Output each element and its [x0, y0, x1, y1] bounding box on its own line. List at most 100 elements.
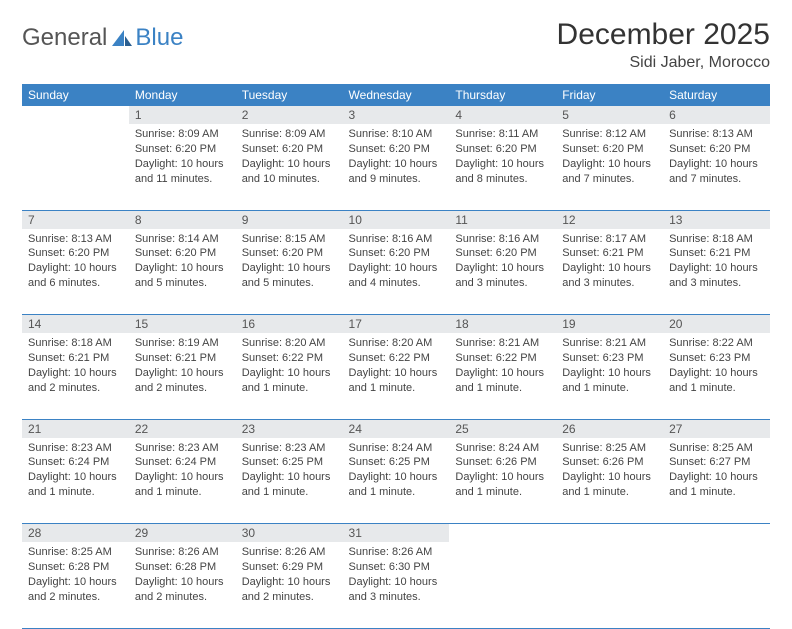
weekday-header: Wednesday [343, 84, 450, 106]
day-details: Sunrise: 8:12 AMSunset: 6:20 PMDaylight:… [556, 124, 663, 190]
day-details: Sunrise: 8:20 AMSunset: 6:22 PMDaylight:… [236, 333, 343, 399]
day-number: 13 [663, 211, 770, 229]
day-number: 14 [22, 315, 129, 333]
day-number: 5 [556, 106, 663, 124]
day-number [449, 524, 556, 528]
calendar-cell: Sunrise: 8:25 AMSunset: 6:28 PMDaylight:… [22, 542, 129, 628]
day-number: 19 [556, 315, 663, 333]
day-number: 2 [236, 106, 343, 124]
calendar-cell: Sunrise: 8:09 AMSunset: 6:20 PMDaylight:… [236, 124, 343, 210]
day-details: Sunrise: 8:16 AMSunset: 6:20 PMDaylight:… [449, 229, 556, 295]
day-details: Sunrise: 8:26 AMSunset: 6:28 PMDaylight:… [129, 542, 236, 608]
calendar-cell: Sunrise: 8:12 AMSunset: 6:20 PMDaylight:… [556, 124, 663, 210]
day-details: Sunrise: 8:11 AMSunset: 6:20 PMDaylight:… [449, 124, 556, 190]
calendar-cell: Sunrise: 8:10 AMSunset: 6:20 PMDaylight:… [343, 124, 450, 210]
day-number: 25 [449, 420, 556, 438]
day-number: 27 [663, 420, 770, 438]
header: General Blue December 2025 Sidi Jaber, M… [22, 18, 770, 72]
day-details: Sunrise: 8:23 AMSunset: 6:24 PMDaylight:… [129, 438, 236, 504]
weekday-header: Monday [129, 84, 236, 106]
calendar-cell [22, 124, 129, 210]
weekday-header: Sunday [22, 84, 129, 106]
calendar-cell: Sunrise: 8:16 AMSunset: 6:20 PMDaylight:… [449, 229, 556, 315]
daynum-row: 14151617181920 [22, 315, 770, 334]
day-number: 26 [556, 420, 663, 438]
day-number: 3 [343, 106, 450, 124]
calendar-cell: Sunrise: 8:20 AMSunset: 6:22 PMDaylight:… [236, 333, 343, 419]
day-number: 12 [556, 211, 663, 229]
day-number [556, 524, 663, 528]
day-details: Sunrise: 8:23 AMSunset: 6:24 PMDaylight:… [22, 438, 129, 504]
calendar-cell: Sunrise: 8:26 AMSunset: 6:28 PMDaylight:… [129, 542, 236, 628]
weekday-header: Tuesday [236, 84, 343, 106]
day-number: 10 [343, 211, 450, 229]
calendar-cell: Sunrise: 8:23 AMSunset: 6:24 PMDaylight:… [22, 438, 129, 524]
daynum-row: 28293031 [22, 524, 770, 543]
day-details: Sunrise: 8:23 AMSunset: 6:25 PMDaylight:… [236, 438, 343, 504]
calendar-cell [556, 542, 663, 628]
calendar-cell: Sunrise: 8:26 AMSunset: 6:29 PMDaylight:… [236, 542, 343, 628]
calendar-cell: Sunrise: 8:18 AMSunset: 6:21 PMDaylight:… [663, 229, 770, 315]
day-details: Sunrise: 8:18 AMSunset: 6:21 PMDaylight:… [663, 229, 770, 295]
calendar-cell: Sunrise: 8:13 AMSunset: 6:20 PMDaylight:… [663, 124, 770, 210]
calendar-cell: Sunrise: 8:13 AMSunset: 6:20 PMDaylight:… [22, 229, 129, 315]
day-details: Sunrise: 8:25 AMSunset: 6:27 PMDaylight:… [663, 438, 770, 504]
day-details: Sunrise: 8:21 AMSunset: 6:22 PMDaylight:… [449, 333, 556, 399]
calendar-cell: Sunrise: 8:25 AMSunset: 6:27 PMDaylight:… [663, 438, 770, 524]
day-details: Sunrise: 8:24 AMSunset: 6:26 PMDaylight:… [449, 438, 556, 504]
calendar-week-row: Sunrise: 8:09 AMSunset: 6:20 PMDaylight:… [22, 124, 770, 210]
day-number: 16 [236, 315, 343, 333]
day-number: 29 [129, 524, 236, 542]
weekday-header: Thursday [449, 84, 556, 106]
brand-word1: General [22, 24, 107, 52]
day-number [22, 106, 129, 110]
brand-logo: General Blue [22, 18, 183, 52]
calendar-week-row: Sunrise: 8:18 AMSunset: 6:21 PMDaylight:… [22, 333, 770, 419]
calendar-cell: Sunrise: 8:26 AMSunset: 6:30 PMDaylight:… [343, 542, 450, 628]
calendar-cell: Sunrise: 8:15 AMSunset: 6:20 PMDaylight:… [236, 229, 343, 315]
calendar-cell: Sunrise: 8:14 AMSunset: 6:20 PMDaylight:… [129, 229, 236, 315]
calendar-cell [449, 542, 556, 628]
month-title: December 2025 [557, 18, 770, 52]
day-details: Sunrise: 8:13 AMSunset: 6:20 PMDaylight:… [663, 124, 770, 190]
day-details: Sunrise: 8:15 AMSunset: 6:20 PMDaylight:… [236, 229, 343, 295]
day-number: 9 [236, 211, 343, 229]
calendar-cell: Sunrise: 8:22 AMSunset: 6:23 PMDaylight:… [663, 333, 770, 419]
calendar-cell: Sunrise: 8:17 AMSunset: 6:21 PMDaylight:… [556, 229, 663, 315]
calendar-cell: Sunrise: 8:16 AMSunset: 6:20 PMDaylight:… [343, 229, 450, 315]
day-number: 17 [343, 315, 450, 333]
day-number: 8 [129, 211, 236, 229]
day-number [663, 524, 770, 528]
sail-icon [111, 28, 133, 48]
weekday-header-row: SundayMondayTuesdayWednesdayThursdayFrid… [22, 84, 770, 106]
day-details: Sunrise: 8:09 AMSunset: 6:20 PMDaylight:… [129, 124, 236, 190]
day-details: Sunrise: 8:10 AMSunset: 6:20 PMDaylight:… [343, 124, 450, 190]
day-details: Sunrise: 8:19 AMSunset: 6:21 PMDaylight:… [129, 333, 236, 399]
calendar-week-row: Sunrise: 8:13 AMSunset: 6:20 PMDaylight:… [22, 229, 770, 315]
day-details: Sunrise: 8:25 AMSunset: 6:28 PMDaylight:… [22, 542, 129, 608]
calendar-cell: Sunrise: 8:25 AMSunset: 6:26 PMDaylight:… [556, 438, 663, 524]
calendar-cell: Sunrise: 8:18 AMSunset: 6:21 PMDaylight:… [22, 333, 129, 419]
location: Sidi Jaber, Morocco [557, 54, 770, 72]
calendar-cell: Sunrise: 8:21 AMSunset: 6:22 PMDaylight:… [449, 333, 556, 419]
brand-word2: Blue [135, 24, 183, 52]
day-details: Sunrise: 8:26 AMSunset: 6:30 PMDaylight:… [343, 542, 450, 608]
daynum-row: 123456 [22, 106, 770, 124]
title-block: December 2025 Sidi Jaber, Morocco [557, 18, 770, 72]
day-number: 20 [663, 315, 770, 333]
day-number: 15 [129, 315, 236, 333]
day-details: Sunrise: 8:22 AMSunset: 6:23 PMDaylight:… [663, 333, 770, 399]
day-number: 24 [343, 420, 450, 438]
day-number: 4 [449, 106, 556, 124]
weekday-header: Saturday [663, 84, 770, 106]
day-details: Sunrise: 8:25 AMSunset: 6:26 PMDaylight:… [556, 438, 663, 504]
day-details: Sunrise: 8:20 AMSunset: 6:22 PMDaylight:… [343, 333, 450, 399]
day-details: Sunrise: 8:17 AMSunset: 6:21 PMDaylight:… [556, 229, 663, 295]
daynum-row: 21222324252627 [22, 419, 770, 438]
calendar-cell: Sunrise: 8:20 AMSunset: 6:22 PMDaylight:… [343, 333, 450, 419]
calendar-cell: Sunrise: 8:19 AMSunset: 6:21 PMDaylight:… [129, 333, 236, 419]
calendar-cell [663, 542, 770, 628]
day-number: 21 [22, 420, 129, 438]
calendar-cell: Sunrise: 8:23 AMSunset: 6:25 PMDaylight:… [236, 438, 343, 524]
day-details: Sunrise: 8:09 AMSunset: 6:20 PMDaylight:… [236, 124, 343, 190]
